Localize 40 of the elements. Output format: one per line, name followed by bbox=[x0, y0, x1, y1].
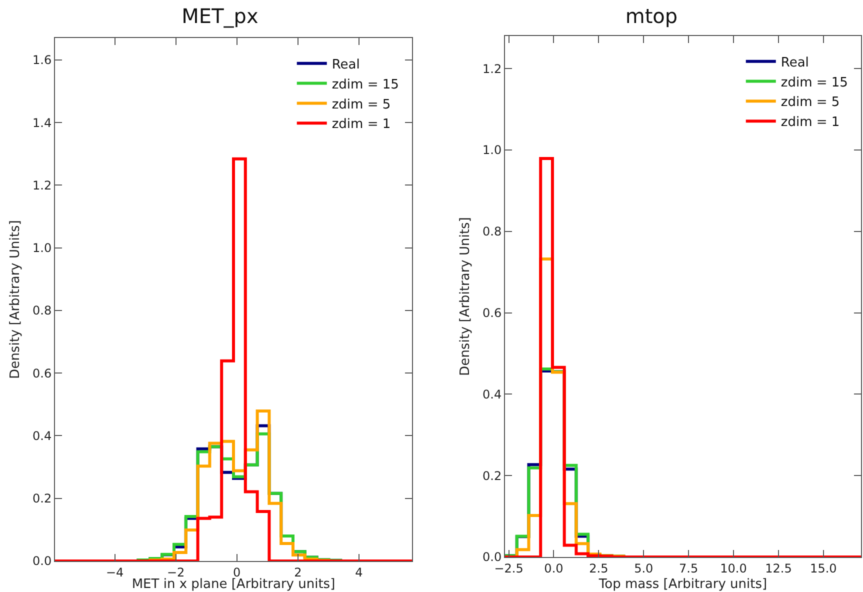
x-tick-label: 4 bbox=[355, 565, 363, 580]
chart-title: mtop bbox=[625, 4, 678, 28]
x-tick-label: −4 bbox=[106, 565, 124, 580]
x-tick-label: 2.5 bbox=[589, 561, 608, 576]
x-tick-label: −2 bbox=[166, 565, 185, 580]
y-tick-label: 0.8 bbox=[32, 304, 52, 318]
y-tick-label: 1.0 bbox=[482, 143, 502, 158]
y-tick-label: 0.2 bbox=[32, 492, 52, 506]
legend-label: zdim = 5 bbox=[780, 95, 840, 110]
x-tick-label: 7.5 bbox=[679, 561, 698, 576]
x-axis-title: Top mass [Arbitrary units] bbox=[598, 577, 768, 592]
x-tick-label: 12.5 bbox=[765, 561, 792, 576]
y-axis-title: Density [Arbitrary Units] bbox=[458, 217, 473, 376]
y-tick-label: 0.6 bbox=[32, 366, 52, 380]
y-tick-label: 0.8 bbox=[482, 224, 502, 239]
legend-label: zdim = 15 bbox=[332, 77, 399, 92]
x-tick-label: 5.0 bbox=[634, 561, 654, 576]
y-tick-label: 0.4 bbox=[32, 428, 52, 443]
chart-title: MET_px bbox=[182, 4, 258, 28]
x-tick-label: 15.0 bbox=[810, 561, 837, 576]
y-tick-label: 1.4 bbox=[32, 116, 52, 130]
legend-label: zdim = 1 bbox=[332, 117, 391, 132]
legend-label: Real bbox=[780, 55, 809, 70]
y-tick-label: 1.0 bbox=[32, 241, 52, 256]
y-tick-label: 0.4 bbox=[482, 387, 502, 402]
y-tick-label: 1.6 bbox=[32, 53, 52, 68]
legend-label: Real bbox=[332, 57, 360, 72]
x-tick-label: 0.0 bbox=[544, 561, 564, 576]
legend-label: zdim = 5 bbox=[332, 97, 391, 112]
legend-label: zdim = 1 bbox=[780, 115, 840, 130]
y-tick-label: 0.6 bbox=[482, 306, 502, 320]
x-axis-title: MET in x plane [Arbitrary units] bbox=[132, 577, 336, 592]
y-tick-label: 0.2 bbox=[482, 468, 502, 483]
y-axis-title: Density [Arbitrary Units] bbox=[8, 220, 23, 379]
x-tick-label: 10.0 bbox=[720, 561, 747, 576]
y-tick-label: 1.2 bbox=[32, 178, 52, 192]
x-tick-label: 2 bbox=[294, 565, 302, 580]
x-tick-label: 0 bbox=[233, 565, 241, 580]
y-tick-label: 1.2 bbox=[482, 62, 502, 76]
legend-label: zdim = 15 bbox=[780, 75, 848, 90]
